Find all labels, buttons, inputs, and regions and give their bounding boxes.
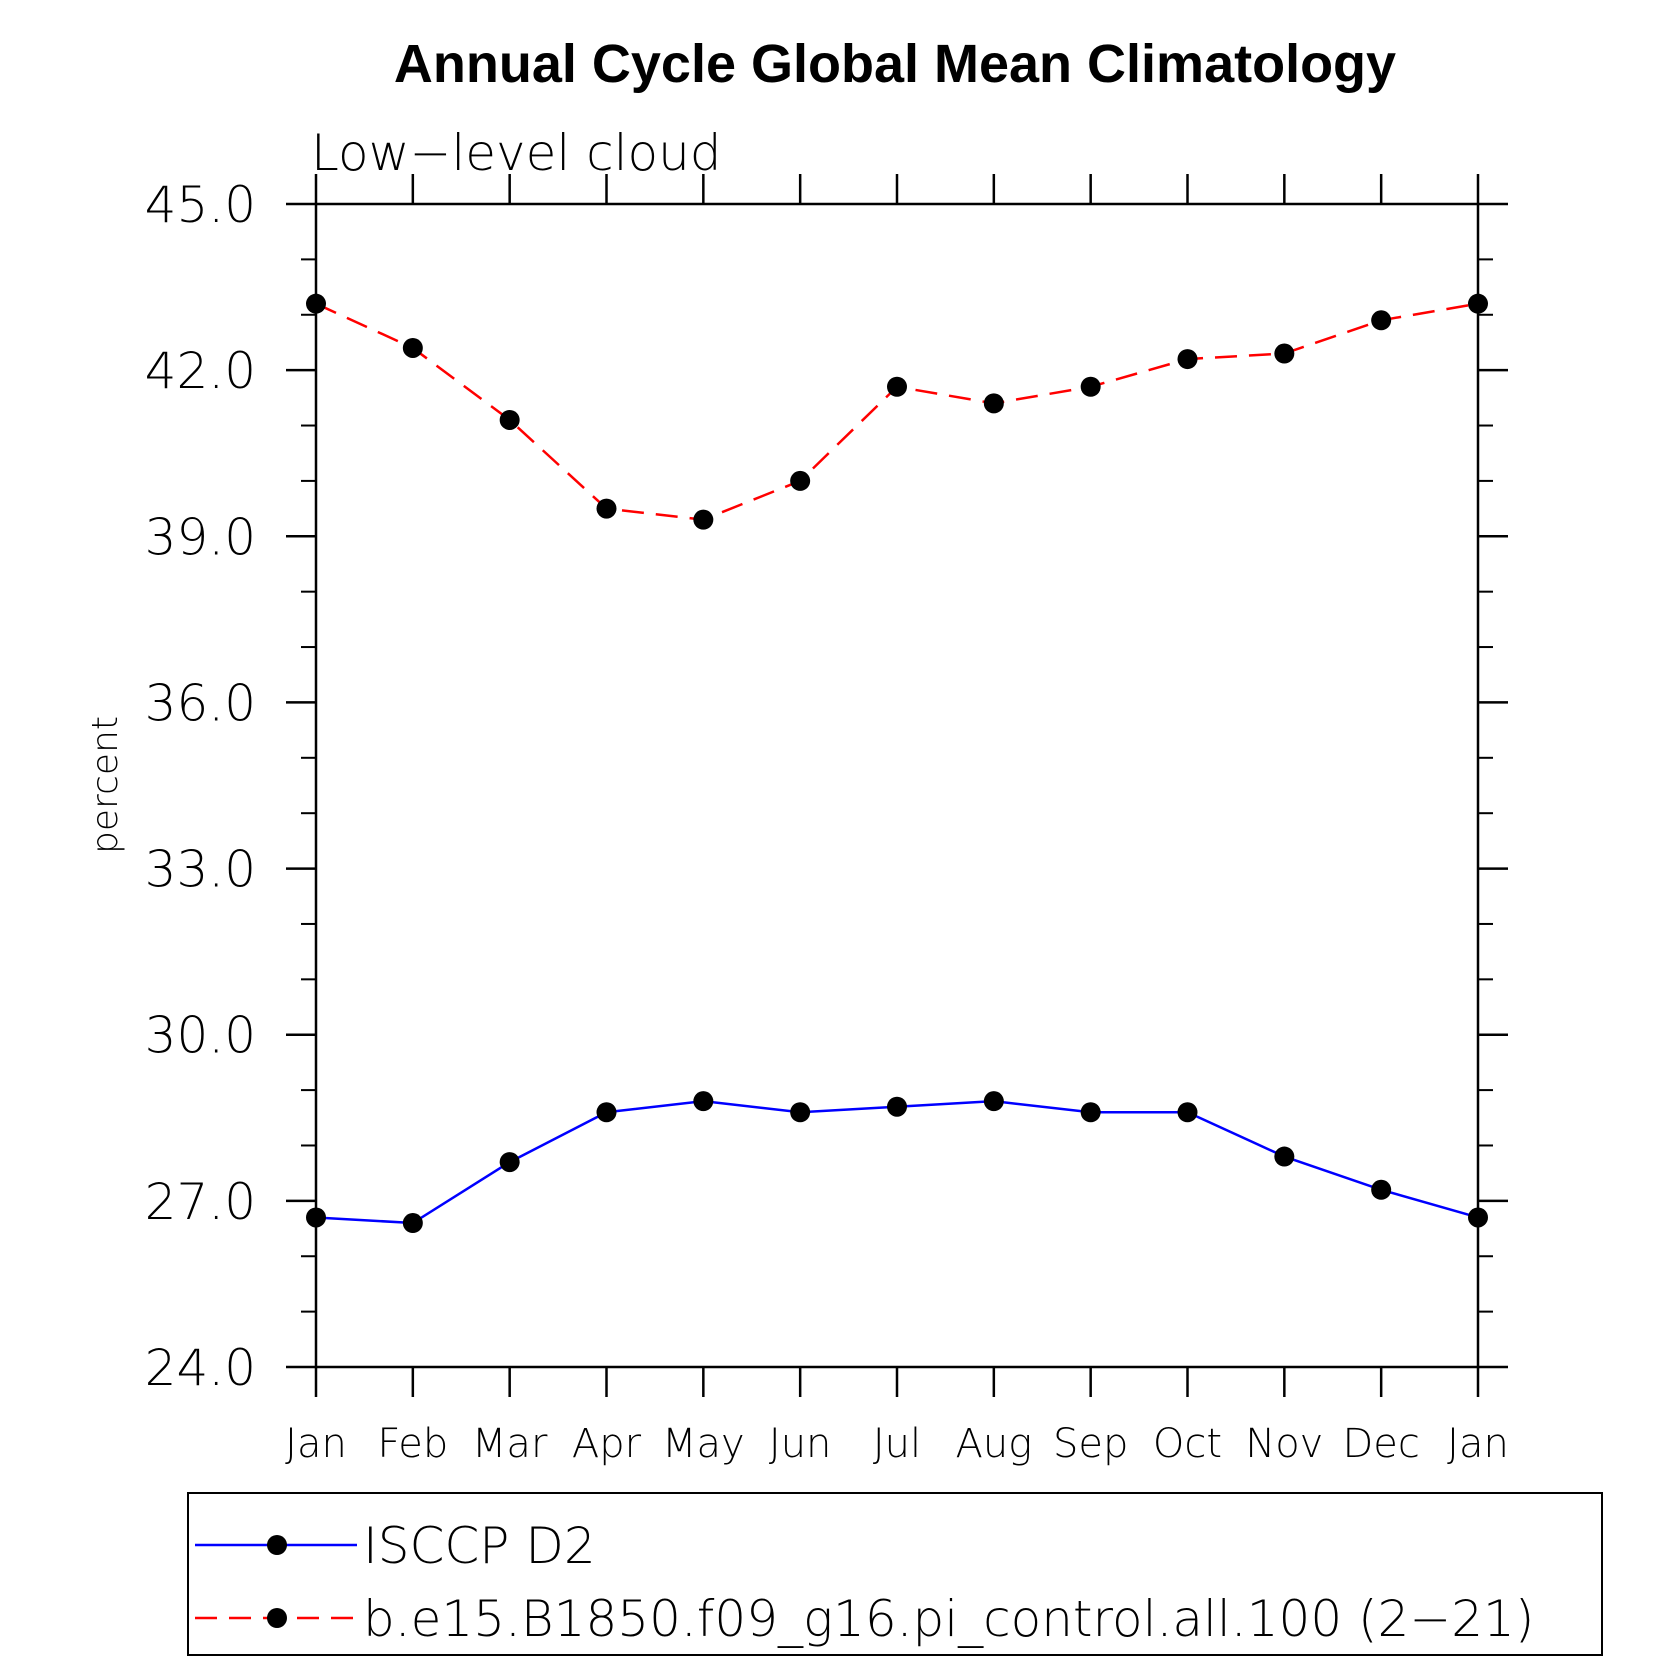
data-point: [790, 1102, 811, 1123]
data-point: [983, 393, 1004, 414]
legend-box: [187, 1492, 1603, 1656]
data-point: [1371, 310, 1392, 331]
x-tick-label: Jul: [873, 1421, 921, 1467]
data-point: [693, 1091, 714, 1112]
x-tick-label: Nov: [1245, 1421, 1323, 1467]
data-point: [499, 1152, 520, 1173]
legend-marker: [267, 1608, 287, 1628]
y-tick-label: 33.0: [145, 841, 256, 899]
chart-subtitle: Low−level cloud: [311, 124, 722, 182]
x-tick-label: Feb: [377, 1421, 448, 1467]
data-point: [887, 1096, 907, 1117]
x-tick-label: Sep: [1053, 1421, 1128, 1467]
legend-label: ISCCP D2: [363, 1517, 596, 1575]
x-tick-label: Apr: [572, 1421, 642, 1467]
x-tick-label: Aug: [955, 1421, 1032, 1467]
chart-title: Annual Cycle Global Mean Climatology: [394, 34, 1396, 94]
data-point: [693, 509, 714, 530]
data-point: [1080, 376, 1101, 397]
x-tick-label: Jun: [769, 1421, 832, 1467]
y-tick-label: 24.0: [145, 1339, 256, 1397]
y-tick-label: 36.0: [145, 674, 256, 732]
x-tick-label: May: [662, 1421, 745, 1467]
data-point: [306, 293, 326, 314]
y-tick-label: 27.0: [145, 1173, 256, 1231]
data-point: [1468, 293, 1488, 314]
data-point: [596, 1102, 617, 1123]
data-point: [1080, 1102, 1101, 1123]
y-tick-label: 45.0: [145, 176, 256, 234]
y-tick-label: 30.0: [145, 1007, 256, 1065]
data-point: [1177, 1102, 1198, 1123]
legend-marker: [267, 1535, 287, 1555]
series-layer: [306, 293, 1488, 1234]
x-tick-label: Oct: [1153, 1421, 1222, 1467]
data-point: [402, 337, 423, 358]
y-tick-label: 39.0: [145, 508, 256, 566]
data-point: [1177, 349, 1198, 370]
data-point: [1468, 1207, 1488, 1228]
legend-label: b.e15.B1850.f09_g16.pi_control.all.100 (…: [363, 1590, 1534, 1648]
y-tick-label: 42.0: [145, 342, 256, 400]
series-line: [315, 302, 1479, 521]
data-point: [499, 409, 520, 430]
data-point: [1274, 1146, 1295, 1167]
x-tick-label: Jan: [285, 1421, 347, 1467]
data-point: [1371, 1179, 1392, 1200]
data-point: [402, 1213, 423, 1234]
legend: ISCCP D2 b.e15.B1850.f09_g16.pi_control.a…: [195, 1517, 1534, 1648]
y-axis-label: percent: [85, 716, 126, 854]
data-point: [887, 376, 907, 397]
x-tick-label: Jan: [1447, 1421, 1509, 1467]
series-line: [315, 1099, 1479, 1225]
x-tick-label: Dec: [1342, 1421, 1419, 1467]
data-point: [596, 498, 617, 519]
axes: 24.0 27.0 30.0 33.0 36.0 39.0 42.0 45.0 Jan Feb Ma…: [145, 174, 1509, 1467]
x-tick-label: Mar: [472, 1421, 548, 1467]
data-point: [306, 1207, 326, 1228]
data-point: [983, 1091, 1004, 1112]
data-point: [790, 470, 811, 491]
data-point: [1274, 343, 1295, 364]
